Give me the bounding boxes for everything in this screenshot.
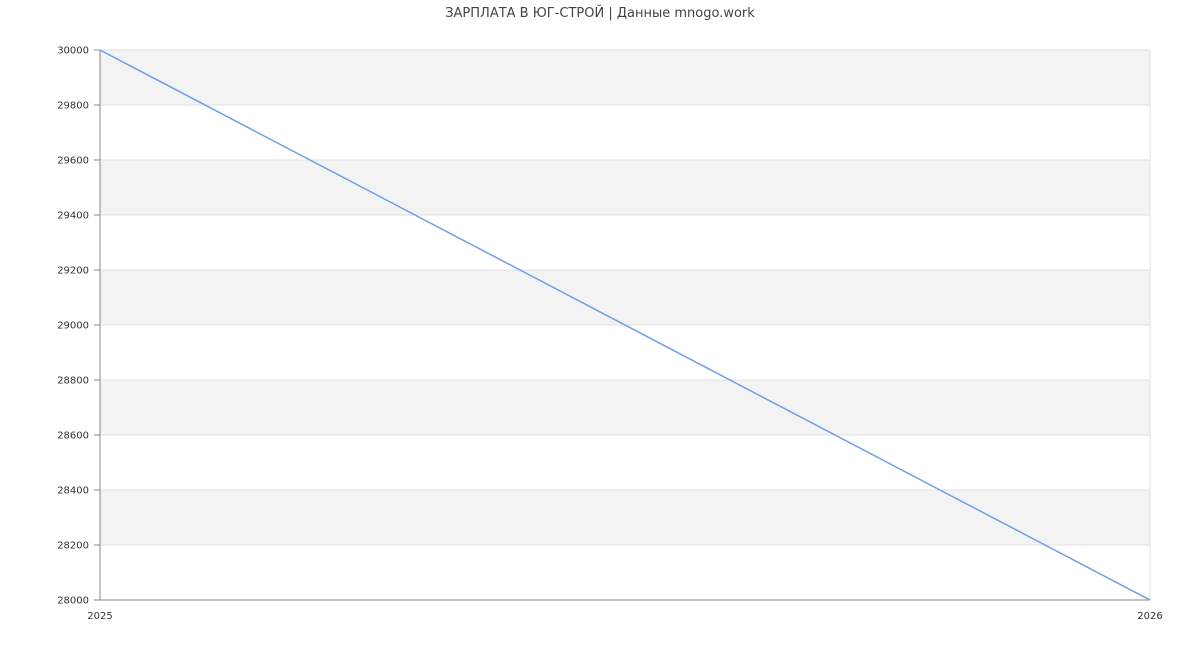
y-tick-label: 29600 xyxy=(57,156,89,167)
y-tick-label: 29200 xyxy=(57,266,89,277)
chart-title: ЗАРПЛАТА В ЮГ-СТРОЙ | Данные mnogo.work xyxy=(445,6,755,21)
background-band xyxy=(100,325,1150,380)
y-tick-label: 28600 xyxy=(57,431,89,442)
background-band xyxy=(100,215,1150,270)
background-band xyxy=(100,105,1150,160)
y-tick-label: 29400 xyxy=(57,211,89,222)
background-band xyxy=(100,380,1150,435)
background-band xyxy=(100,490,1150,545)
y-tick-label: 29800 xyxy=(57,101,89,112)
y-tick-label: 28800 xyxy=(57,376,89,387)
y-tick-label: 28400 xyxy=(57,486,89,497)
background-band xyxy=(100,50,1150,105)
background-band xyxy=(100,545,1150,600)
background-band xyxy=(100,435,1150,490)
x-tick-label: 2025 xyxy=(87,611,112,622)
y-tick-label: 28000 xyxy=(57,596,89,607)
y-tick-label: 29000 xyxy=(57,321,89,332)
series-line xyxy=(99,49,1151,601)
y-tick-label: 28200 xyxy=(57,541,89,552)
background-band xyxy=(100,270,1150,325)
x-tick-label: 2026 xyxy=(1137,611,1162,622)
y-tick-label: 30000 xyxy=(57,46,89,57)
background-band xyxy=(100,160,1150,215)
